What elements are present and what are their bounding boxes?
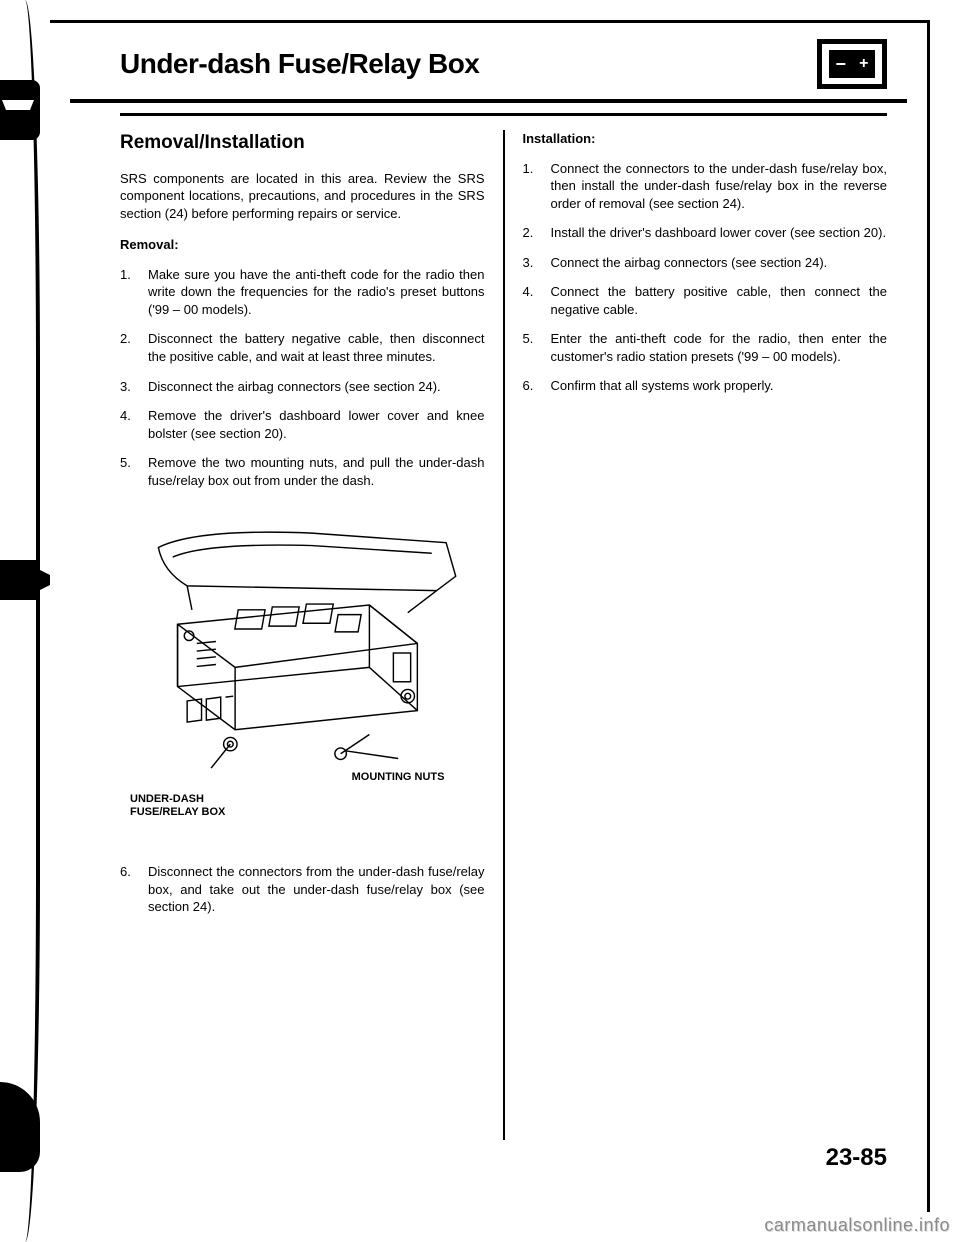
binder-tab-top [0, 80, 40, 140]
content-columns: Removal/Installation SRS components are … [50, 116, 927, 1140]
intro-paragraph: SRS components are located in this area.… [120, 170, 485, 223]
figure-label-nuts: MOUNTING NUTS [352, 770, 445, 785]
right-column: Installation: Connect the connectors to … [503, 130, 888, 1140]
figure-label-box: UNDER-DASH FUSE/RELAY BOX [130, 793, 225, 819]
removal-step: Disconnect the battery negative cable, t… [120, 330, 485, 365]
binder-tab-middle [0, 560, 40, 600]
removal-step: Disconnect the connectors from the under… [120, 863, 485, 916]
fuse-relay-diagram: MOUNTING NUTS UNDER-DASH FUSE/RELAY BOX [120, 513, 485, 833]
page-header: Under-dash Fuse/Relay Box − + [70, 23, 907, 103]
section-heading: Removal/Installation [120, 130, 485, 156]
install-step: Connect the airbag connectors (see secti… [523, 254, 888, 272]
install-step: Connect the connectors to the under-dash… [523, 160, 888, 213]
binding-spine [0, 0, 50, 1242]
removal-steps-cont: Disconnect the connectors from the under… [120, 863, 485, 916]
removal-steps: Make sure you have the anti-theft code f… [120, 266, 485, 489]
install-step: Enter the anti-theft code for the radio,… [523, 330, 888, 365]
plus-icon: + [859, 55, 868, 73]
removal-step: Make sure you have the anti-theft code f… [120, 266, 485, 319]
left-column: Removal/Installation SRS components are … [120, 130, 503, 1140]
page-number: 23-85 [826, 1144, 887, 1172]
minus-icon: − [836, 54, 847, 75]
removal-label: Removal: [120, 236, 485, 254]
install-step: Install the driver's dashboard lower cov… [523, 224, 888, 242]
page-title: Under-dash Fuse/Relay Box [120, 48, 479, 80]
battery-icon: − + [817, 39, 887, 89]
removal-step: Remove the driver's dashboard lower cove… [120, 407, 485, 442]
installation-steps: Connect the connectors to the under-dash… [523, 160, 888, 395]
watermark: carmanualsonline.info [764, 1215, 950, 1236]
manual-page: Under-dash Fuse/Relay Box − + Removal/In… [50, 20, 930, 1212]
install-step: Connect the battery positive cable, then… [523, 283, 888, 318]
removal-step: Disconnect the airbag connectors (see se… [120, 378, 485, 396]
install-step: Confirm that all systems work properly. [523, 377, 888, 395]
installation-label: Installation: [523, 130, 888, 148]
removal-step: Remove the two mounting nuts, and pull t… [120, 454, 485, 489]
diagram-svg [120, 513, 485, 793]
